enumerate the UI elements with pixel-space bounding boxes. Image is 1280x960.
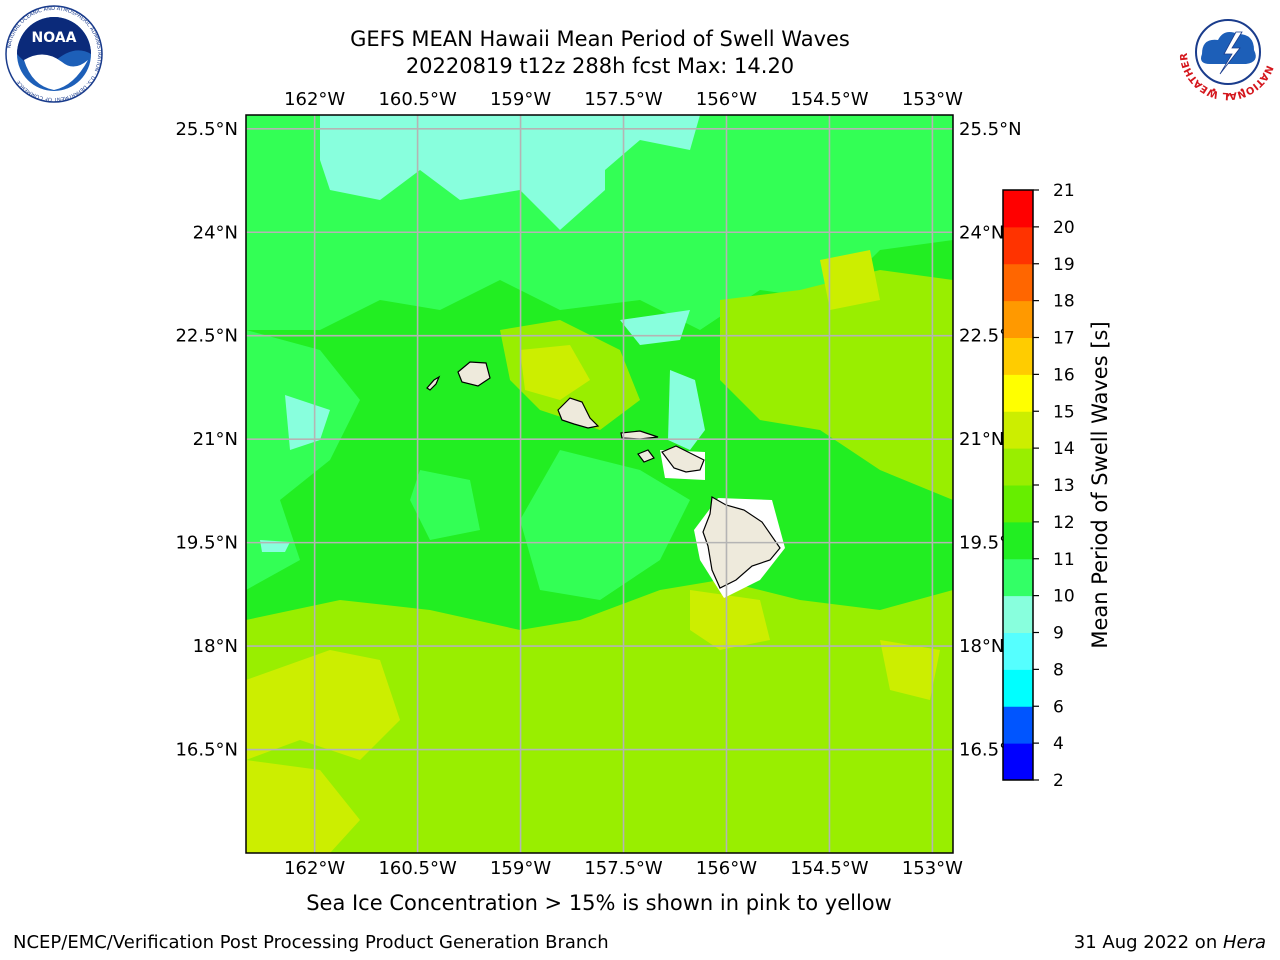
island-lanai <box>637 449 655 463</box>
lon-tick-bottom-label: 156°W <box>696 858 757 879</box>
sea-ice-note: Sea Ice Concentration > 15% is shown in … <box>306 891 892 915</box>
footer-machine: Hera <box>1222 932 1266 953</box>
island-maui <box>661 445 705 473</box>
footer-date: 31 Aug 2022 on Hera <box>1074 932 1266 953</box>
colorbar-tick-label: 21 <box>1053 181 1075 201</box>
colorbar-swatch <box>1003 263 1033 302</box>
lat-tick-right-label: 18°N <box>959 636 1004 657</box>
lon-tick-bottom-label: 162°W <box>284 858 345 879</box>
field-zone-13-14-sw <box>246 650 400 760</box>
colorbar-swatch <box>1003 337 1033 375</box>
map-frame <box>245 114 954 854</box>
colorbar-swatch <box>1003 374 1033 412</box>
field-zone-9-10-channel <box>668 370 705 450</box>
field-zone-13-14-sw2 <box>246 760 360 853</box>
island-oahu <box>557 397 600 429</box>
lon-tick-top-label: 160.5°W <box>378 89 457 110</box>
lat-tick-left-label: 24°N <box>193 222 238 243</box>
lat-tick-left-label: 18°N <box>193 636 238 657</box>
island-niihau <box>426 375 441 391</box>
graticule <box>246 115 953 853</box>
lat-tick-left-label: 19.5°N <box>175 533 238 554</box>
colorbar-tick-label: 11 <box>1053 550 1075 570</box>
field-zone-13-14-central <box>520 345 590 400</box>
colorbar-tick-label: 6 <box>1053 697 1064 717</box>
colorbar-swatch <box>1003 485 1033 523</box>
field-zone-12-13-south <box>246 580 953 853</box>
colorbar-swatch <box>1003 411 1033 449</box>
colorbar-tick-label: 4 <box>1053 734 1064 754</box>
field-zone-13-14-south <box>690 590 770 650</box>
lon-tick-top-label: 154.5°W <box>790 89 869 110</box>
colorbar-tick-label: 10 <box>1053 587 1075 607</box>
colorbar-swatch <box>1003 448 1033 486</box>
chart-title: GEFS MEAN Hawaii Mean Period of Swell Wa… <box>350 27 850 51</box>
chart-subtitle: 20220819 t12z 288h fcst Max: 14.20 <box>405 54 795 78</box>
colorbar-swatch <box>1003 300 1033 338</box>
lon-tick-bottom-label: 157.5°W <box>584 858 663 879</box>
colorbar: 2 4 6 8 9 10 11 12 13 14 15 16 17 18 19 20 21 <box>1002 181 1075 791</box>
lon-labels-top: 162°W 160.5°W 159°W 157.5°W 156°W 154.5°W 153°… <box>284 89 963 110</box>
lon-tick-bottom-label: 160.5°W <box>378 858 457 879</box>
colorbar-swatch <box>1003 632 1033 670</box>
lat-labels-left: 25.5°N 24°N 22.5°N 21°N 19.5°N 18°N 16.5°N <box>175 119 238 761</box>
colorbar-tick-label: 18 <box>1053 292 1075 312</box>
lat-tick-left-label: 16.5°N <box>175 740 238 761</box>
field-zone-9-10-west <box>285 395 330 450</box>
noaa-logo: NATIONAL OCEANIC AND ATMOSPHERIC ADMINIS… <box>5 5 103 103</box>
lon-tick-top-label: 162°W <box>284 89 345 110</box>
lat-tick-left-label: 22.5°N <box>175 326 238 347</box>
colorbar-tick-label: 17 <box>1053 329 1075 349</box>
nws-logo: NATIONAL WEATHER SERVICE <box>1178 2 1276 101</box>
lon-tick-bottom-label: 159°W <box>490 858 551 879</box>
lat-tick-right-label: 24°N <box>959 222 1004 243</box>
island-molokai <box>620 430 659 440</box>
field-zone-13-14-se <box>880 640 940 700</box>
field-zone-9-10-north <box>320 115 605 230</box>
island-kauai <box>457 361 491 387</box>
colorbar-tick-label: 9 <box>1053 624 1064 644</box>
lon-tick-top-label: 153°W <box>902 89 963 110</box>
lon-tick-top-label: 157.5°W <box>584 89 663 110</box>
colorbar-tick-label: 19 <box>1053 255 1075 275</box>
colorbar-tick-label: 8 <box>1053 660 1064 680</box>
colorbar-swatch <box>1003 521 1033 560</box>
noaa-logo-text: NOAA <box>32 30 77 46</box>
colorbar-swatch <box>1003 669 1033 707</box>
colorbar-tick-label: 14 <box>1053 439 1075 459</box>
colorbar-swatch <box>1003 743 1033 781</box>
field-zone-10-11-west <box>246 330 360 590</box>
colorbar-tick-label: 2 <box>1053 771 1064 791</box>
colorbar-tick-label: 12 <box>1053 513 1075 533</box>
lat-tick-right-label: 21°N <box>959 429 1004 450</box>
colorbar-swatch <box>1003 558 1033 597</box>
colorbar-swatch <box>1003 226 1033 265</box>
field-zone-10-11-central <box>520 450 690 600</box>
footer-branch: NCEP/EMC/Verification Post Processing Pr… <box>13 932 609 953</box>
lat-tick-left-label: 21°N <box>193 429 238 450</box>
field-zone-9-10-patch <box>260 540 290 552</box>
lon-labels-bottom: 162°W 160.5°W 159°W 157.5°W 156°W 154.5°W 153°… <box>284 858 963 879</box>
colorbar-tick-label: 13 <box>1053 476 1075 496</box>
colorbar-tick-label: 16 <box>1053 365 1075 385</box>
field-zone-12-13-east <box>720 270 953 500</box>
field-zone-10-11-patch <box>410 470 480 540</box>
footer-date-text: 31 Aug 2022 on <box>1073 932 1223 953</box>
colorbar-tick-label: 20 <box>1053 218 1075 238</box>
colorbar-swatch <box>1003 190 1033 228</box>
colorbar-tick-label: 15 <box>1053 402 1075 422</box>
lon-tick-top-label: 159°W <box>490 89 551 110</box>
colorbar-swatch <box>1003 706 1033 744</box>
lon-tick-top-label: 156°W <box>696 89 757 110</box>
map-field <box>246 115 953 853</box>
lat-tick-right-label: 25.5°N <box>959 119 1022 140</box>
colorbar-swatch <box>1003 595 1033 633</box>
lat-tick-left-label: 25.5°N <box>175 119 238 140</box>
field-zone-13-14-ne <box>820 250 880 310</box>
lon-tick-bottom-label: 153°W <box>902 858 963 879</box>
colorbar-label: Mean Period of Swell Waves [s] <box>1088 321 1112 648</box>
lon-tick-bottom-label: 154.5°W <box>790 858 869 879</box>
